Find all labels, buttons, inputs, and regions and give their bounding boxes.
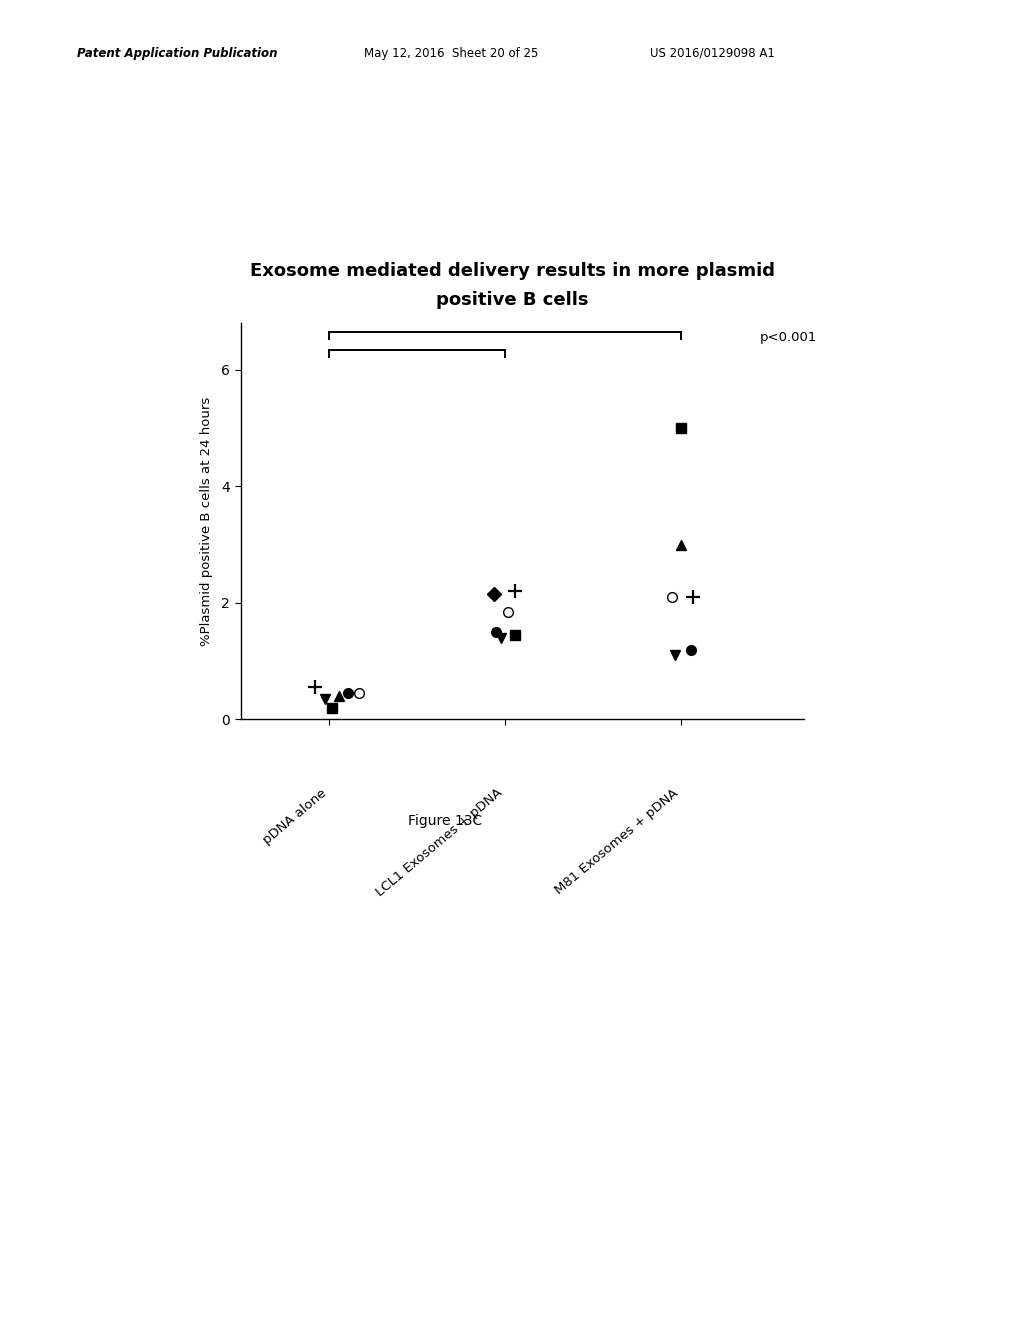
Text: Exosome mediated delivery results in more plasmid: Exosome mediated delivery results in mor… [250,261,774,280]
Text: May 12, 2016  Sheet 20 of 25: May 12, 2016 Sheet 20 of 25 [364,46,538,59]
Text: M81 Exosomes + pDNA: M81 Exosomes + pDNA [553,787,681,896]
Y-axis label: %Plasmid positive B cells at 24 hours: %Plasmid positive B cells at 24 hours [200,397,213,645]
Text: pDNA alone: pDNA alone [260,787,329,847]
Text: Figure 13C: Figure 13C [409,814,482,828]
Text: US 2016/0129098 A1: US 2016/0129098 A1 [650,46,775,59]
Text: LCL1 Exosomes + pDNA: LCL1 Exosomes + pDNA [374,787,505,899]
Text: positive B cells: positive B cells [436,290,588,309]
Text: Patent Application Publication: Patent Application Publication [77,46,278,59]
Text: p<0.001: p<0.001 [760,331,817,345]
